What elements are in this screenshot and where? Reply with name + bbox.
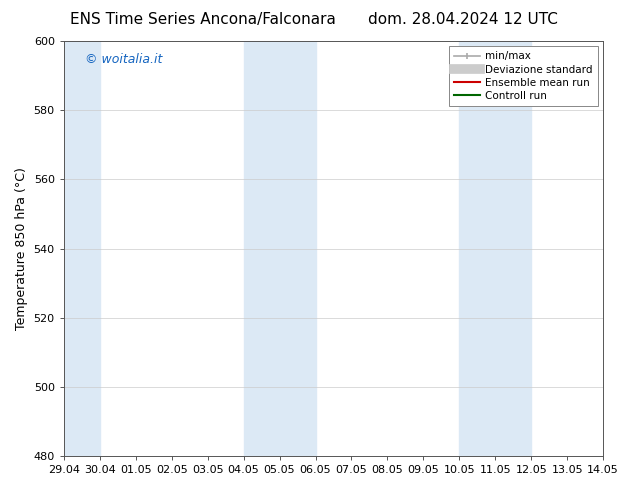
Bar (64, 41, 100, 456)
Text: dom. 28.04.2024 12 UTC: dom. 28.04.2024 12 UTC (368, 12, 558, 27)
Legend: min/max, Deviazione standard, Ensemble mean run, Controll run: min/max, Deviazione standard, Ensemble m… (449, 46, 598, 106)
Bar (459, 41, 531, 456)
Text: © woitalia.it: © woitalia.it (86, 53, 163, 67)
Text: ENS Time Series Ancona/Falconara: ENS Time Series Ancona/Falconara (70, 12, 336, 27)
Bar (243, 41, 316, 456)
Y-axis label: Temperature 850 hPa (°C): Temperature 850 hPa (°C) (15, 167, 28, 330)
